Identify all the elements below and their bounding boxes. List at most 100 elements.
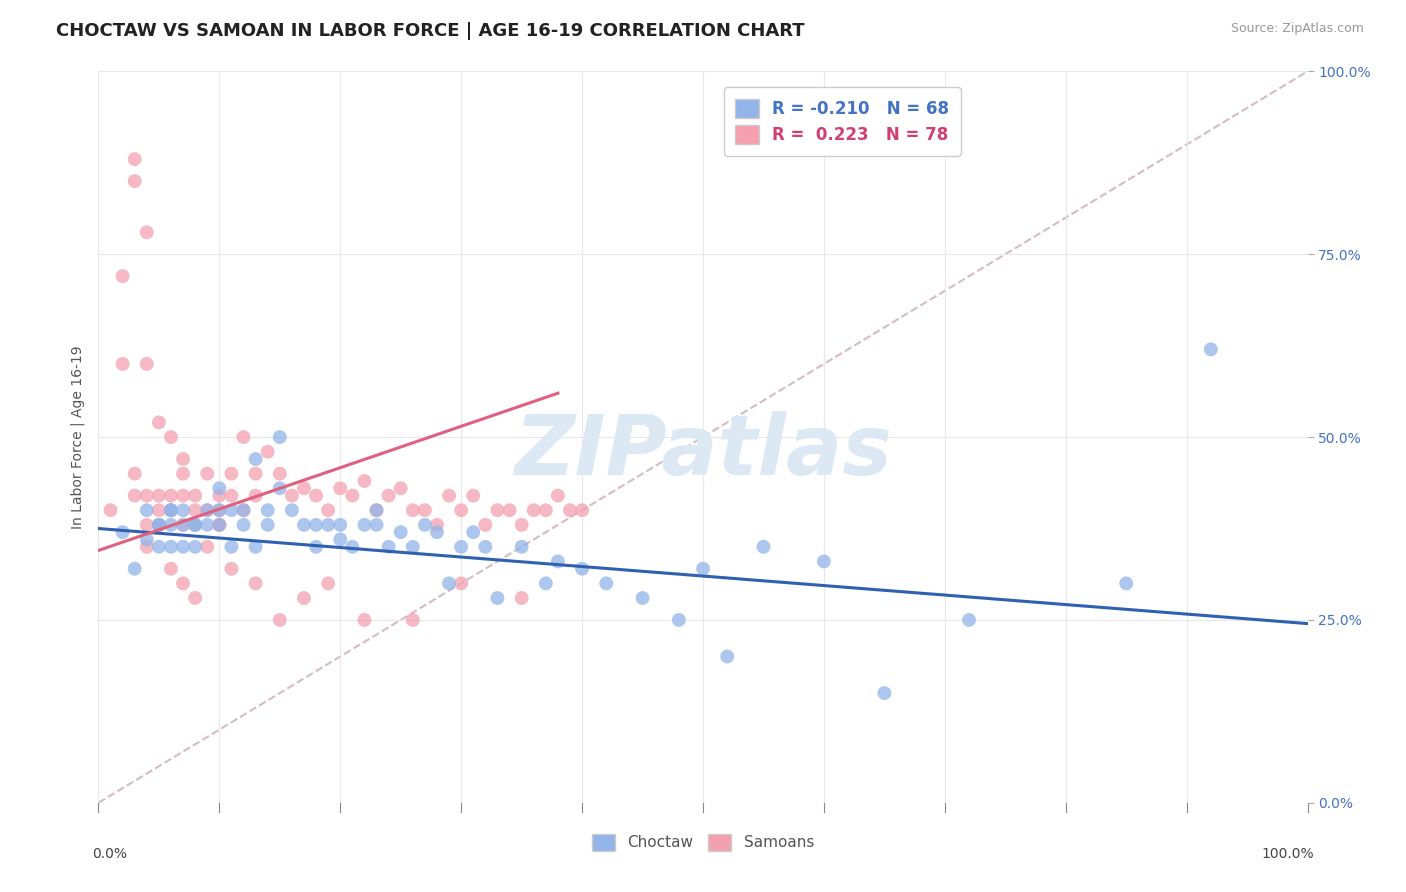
Point (245, 576, 267, 591)
Point (486, 503, 509, 517)
Point (195, 503, 218, 517)
Text: CHOCTAW VS SAMOAN IN LABOR FORCE | AGE 16-19 CORRELATION CHART: CHOCTAW VS SAMOAN IN LABOR FORCE | AGE 1… (56, 22, 804, 40)
Legend: Choctaw, Samoans: Choctaw, Samoans (586, 828, 820, 857)
Point (184, 540, 207, 554)
Point (402, 613, 425, 627)
Point (221, 562, 243, 576)
Point (160, 562, 183, 576)
Point (281, 503, 304, 517)
Text: Source: ZipAtlas.com: Source: ZipAtlas.com (1230, 22, 1364, 36)
Point (245, 540, 267, 554)
Text: 100.0%: 100.0% (1261, 847, 1313, 861)
Point (534, 503, 557, 517)
Point (160, 489, 183, 503)
Point (148, 416, 170, 430)
Point (437, 489, 460, 503)
Point (148, 517, 170, 532)
Point (195, 503, 218, 517)
Point (450, 576, 472, 591)
Point (172, 540, 194, 554)
Point (595, 576, 617, 591)
Point (160, 503, 183, 517)
Point (305, 489, 328, 503)
Point (184, 517, 207, 532)
Point (668, 613, 690, 627)
Point (208, 517, 231, 532)
Y-axis label: In Labor Force | Age 16-19: In Labor Force | Age 16-19 (70, 345, 86, 529)
Point (498, 503, 520, 517)
Point (463, 489, 485, 503)
Point (1115, 576, 1137, 591)
Point (269, 430, 291, 444)
Point (389, 481, 412, 495)
Point (377, 540, 399, 554)
Point (402, 540, 425, 554)
Point (402, 503, 425, 517)
Point (547, 554, 569, 568)
Point (269, 613, 291, 627)
Point (172, 503, 194, 517)
Point (510, 517, 533, 532)
Point (292, 481, 315, 495)
Point (256, 503, 278, 517)
Point (510, 591, 533, 605)
Point (135, 503, 157, 517)
Point (135, 533, 157, 547)
Point (450, 503, 472, 517)
Point (208, 517, 231, 532)
Point (305, 540, 328, 554)
Point (474, 517, 496, 532)
Point (172, 467, 194, 481)
Point (245, 452, 267, 467)
Point (232, 517, 254, 532)
Point (366, 517, 388, 532)
Point (160, 503, 183, 517)
Point (813, 554, 835, 568)
Point (281, 489, 304, 503)
Point (316, 576, 339, 591)
Point (148, 517, 170, 532)
Point (353, 517, 375, 532)
Point (172, 576, 194, 591)
Point (172, 517, 194, 532)
Point (195, 467, 218, 481)
Point (292, 517, 315, 532)
Point (221, 467, 243, 481)
Point (232, 503, 254, 517)
Point (184, 503, 207, 517)
Point (124, 467, 146, 481)
Point (353, 613, 375, 627)
Point (486, 591, 509, 605)
Point (437, 576, 460, 591)
Point (208, 503, 231, 517)
Point (148, 489, 170, 503)
Point (124, 174, 146, 188)
Point (208, 503, 231, 517)
Point (135, 357, 157, 371)
Point (124, 489, 146, 503)
Point (752, 540, 775, 554)
Point (269, 467, 291, 481)
Point (1199, 343, 1222, 357)
Text: 0.0%: 0.0% (93, 847, 128, 861)
Point (135, 517, 157, 532)
Point (329, 517, 352, 532)
Point (389, 525, 412, 540)
Point (221, 503, 243, 517)
Point (342, 540, 364, 554)
Point (329, 533, 352, 547)
Point (135, 489, 157, 503)
Point (245, 489, 267, 503)
Text: ZIPatlas: ZIPatlas (515, 411, 891, 492)
Point (716, 649, 738, 664)
Point (195, 517, 218, 532)
Point (558, 503, 581, 517)
Point (124, 152, 146, 166)
Point (135, 225, 157, 239)
Point (221, 489, 243, 503)
Point (172, 452, 194, 467)
Point (172, 517, 194, 532)
Point (208, 481, 231, 495)
Point (232, 503, 254, 517)
Point (135, 540, 157, 554)
